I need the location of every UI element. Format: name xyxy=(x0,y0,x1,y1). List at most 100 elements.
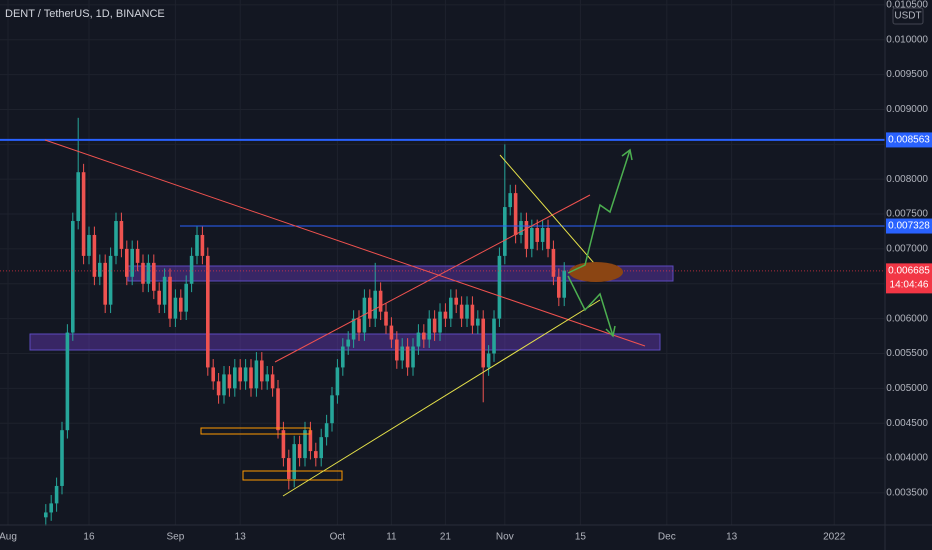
candle-body xyxy=(427,318,432,340)
candle-body xyxy=(540,227,545,242)
candle-body xyxy=(378,290,383,312)
x-tick-label: 11 xyxy=(386,532,397,543)
candle-body xyxy=(216,381,221,396)
candle-body xyxy=(157,290,162,305)
x-tick-label: 13 xyxy=(726,532,738,543)
candle-body xyxy=(562,270,567,298)
y-tick-label: 0.004000 xyxy=(886,453,928,464)
candle-body xyxy=(103,262,107,305)
price-tag xyxy=(886,218,932,234)
arrow xyxy=(567,149,631,274)
candle-body xyxy=(265,374,270,382)
candle-body xyxy=(119,221,124,249)
y-tick-label: 0.008000 xyxy=(886,174,928,185)
candle-body xyxy=(162,276,167,305)
y-tick-label: 0.005000 xyxy=(886,383,928,394)
candle-body xyxy=(276,388,280,431)
candle-body xyxy=(227,374,232,389)
candle-body xyxy=(422,332,426,340)
candle-body xyxy=(108,255,113,305)
candle-body xyxy=(476,318,480,326)
candle-body xyxy=(405,346,410,368)
candle-body xyxy=(179,297,183,312)
candle-body xyxy=(200,234,205,256)
candle-body xyxy=(184,283,189,312)
candle-body xyxy=(546,227,550,249)
box xyxy=(200,427,311,435)
currency-box xyxy=(892,7,924,25)
grid xyxy=(0,0,885,525)
candle-body xyxy=(470,304,475,326)
x-tick-label: 13 xyxy=(235,532,247,543)
candle-body xyxy=(551,248,556,277)
candle-body xyxy=(303,430,307,459)
y-tick-label: 0.010000 xyxy=(886,34,928,45)
candle-body xyxy=(319,437,324,459)
candle-body xyxy=(292,444,297,479)
price-tag xyxy=(886,132,932,148)
candle-body xyxy=(416,332,421,347)
candle-body xyxy=(400,346,405,361)
candle-body xyxy=(254,360,259,389)
candle-body xyxy=(449,297,453,319)
candle-body xyxy=(535,227,540,242)
candle-body xyxy=(314,451,318,459)
candle-body xyxy=(454,297,459,305)
y-tick-label: 0.009000 xyxy=(886,104,928,115)
candle-body xyxy=(519,221,523,235)
candle-body xyxy=(92,234,97,277)
x-tick-label: Aug xyxy=(0,532,17,543)
candles xyxy=(43,117,567,526)
x-tick-label: 2022 xyxy=(823,532,846,543)
candle-body xyxy=(524,221,529,249)
drawings xyxy=(44,139,646,497)
y-tick-label: 0.006000 xyxy=(886,313,928,324)
candle-body xyxy=(49,503,53,513)
candle-body xyxy=(81,172,86,256)
candle-body xyxy=(173,297,178,319)
candle-body xyxy=(459,304,464,319)
trend-line xyxy=(499,154,601,271)
y-tick-label: 0.005500 xyxy=(886,348,928,359)
arrowhead xyxy=(621,148,633,161)
x-tick-label: 15 xyxy=(575,532,587,543)
candle-body xyxy=(76,172,80,222)
candle-body xyxy=(287,458,291,479)
x-tick-label: Oct xyxy=(330,532,346,543)
box xyxy=(242,470,343,481)
y-tick-label: 0.010500 xyxy=(886,0,928,11)
candle-body xyxy=(141,262,145,284)
candle-body xyxy=(330,395,334,424)
x-tick-label: Dec xyxy=(658,532,676,543)
candle-body xyxy=(281,430,286,459)
candle-body xyxy=(465,304,469,319)
candle-body xyxy=(130,248,134,277)
candle-body xyxy=(135,248,140,263)
candle-body xyxy=(513,193,518,235)
candle-body xyxy=(97,262,102,277)
candle-body xyxy=(195,234,199,256)
candle-body xyxy=(335,367,340,396)
candle-body xyxy=(114,221,118,256)
price-tag-label: 0.007328 xyxy=(888,221,930,232)
price-tag-label: 0.008563 xyxy=(888,135,930,146)
candle-body xyxy=(530,227,534,249)
candle-body xyxy=(260,360,264,382)
candle-body xyxy=(189,255,194,284)
support-zone xyxy=(29,333,661,351)
trend-line xyxy=(274,194,591,363)
candle-body xyxy=(368,297,372,319)
candle-body xyxy=(557,276,561,298)
x-tick-label: 16 xyxy=(83,532,95,543)
candle-body xyxy=(389,325,394,340)
candle-body xyxy=(297,444,302,459)
candle-body xyxy=(308,430,313,452)
candle-body xyxy=(270,374,275,389)
y-tick-label: 0.007500 xyxy=(886,209,928,220)
symbol-title: DENT / TetherUS, 1D, BINANCE xyxy=(5,8,165,20)
candle-body xyxy=(438,311,442,333)
candle-body xyxy=(168,276,172,319)
arrow xyxy=(567,275,614,337)
candle-body xyxy=(486,353,491,368)
